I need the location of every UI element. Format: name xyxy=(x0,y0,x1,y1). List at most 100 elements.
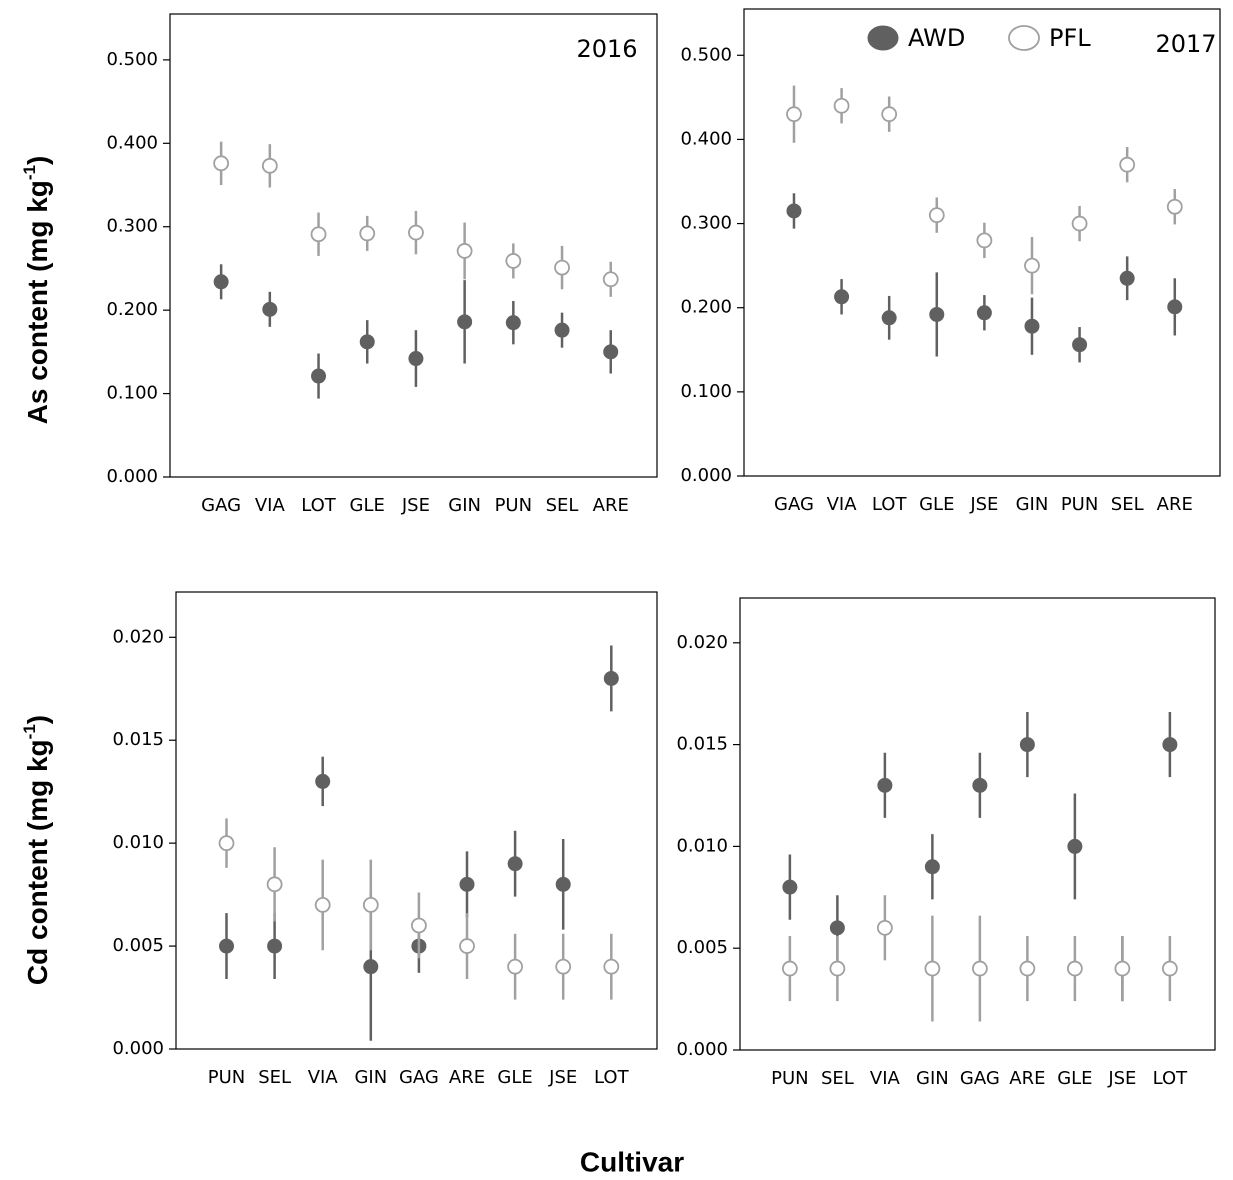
marker xyxy=(408,224,424,241)
y-tick-label: 0.100 xyxy=(680,381,732,402)
y-tick-label: 0.010 xyxy=(676,835,728,856)
marker xyxy=(603,670,619,686)
x-tick-label: GIN xyxy=(1016,494,1049,515)
marker xyxy=(555,958,572,975)
marker xyxy=(505,253,522,269)
marker xyxy=(1072,337,1088,353)
x-tick-label: ARE xyxy=(449,1067,485,1088)
marker xyxy=(261,157,278,174)
x-tick-label: VIA xyxy=(870,1068,901,1089)
plot-frame xyxy=(169,13,658,478)
marker xyxy=(929,306,945,322)
legend-label: PFL xyxy=(1049,24,1091,52)
y-tick-label: 0.000 xyxy=(676,1039,728,1060)
marker xyxy=(924,859,940,875)
x-tick-label: GIN xyxy=(448,495,481,516)
marker xyxy=(1161,960,1178,977)
marker xyxy=(1162,737,1178,753)
x-tick-label: LOT xyxy=(594,1067,630,1088)
marker xyxy=(1019,737,1035,753)
marker xyxy=(262,301,278,317)
marker xyxy=(1119,156,1136,173)
y-axis-title-part: As content (mg kg xyxy=(22,180,53,424)
marker xyxy=(924,960,941,977)
marker xyxy=(786,106,802,123)
x-tick-label: SEL xyxy=(546,495,579,516)
x-tick-label: GIN xyxy=(354,1067,387,1088)
marker xyxy=(972,777,988,793)
y-tick-label: 0.020 xyxy=(112,626,164,647)
marker xyxy=(315,773,331,789)
y-axis-title-part: ) xyxy=(22,715,53,724)
marker xyxy=(603,344,619,360)
marker xyxy=(554,322,570,338)
x-tick-label: GAG xyxy=(960,1068,1000,1089)
marker xyxy=(311,368,327,384)
y-tick-label: 0.015 xyxy=(676,734,728,755)
x-tick-label: LOT xyxy=(1153,1068,1189,1089)
x-tick-label: SEL xyxy=(258,1067,291,1088)
marker xyxy=(459,876,475,892)
marker xyxy=(219,938,235,954)
x-tick-label: JSE xyxy=(401,495,430,516)
y-tick-label: 0.200 xyxy=(106,299,158,320)
marker xyxy=(976,305,992,321)
marker xyxy=(1024,318,1040,334)
marker xyxy=(971,960,988,977)
legend-marker xyxy=(867,25,899,51)
y-tick-label: 0.010 xyxy=(112,832,164,853)
marker xyxy=(1024,257,1040,274)
marker xyxy=(876,919,893,936)
marker xyxy=(359,334,375,350)
marker xyxy=(554,259,570,276)
marker xyxy=(1067,838,1083,854)
x-tick-label: LOT xyxy=(301,495,337,516)
marker xyxy=(459,938,475,954)
marker xyxy=(833,97,850,114)
x-tick-label: PUN xyxy=(208,1067,246,1088)
y-tick-label: 0.005 xyxy=(112,935,164,956)
y-tick-label: 0.005 xyxy=(676,937,728,958)
x-tick-label: VIA xyxy=(308,1067,339,1088)
x-tick-label: JSE xyxy=(1107,1068,1136,1089)
marker xyxy=(1019,960,1036,977)
marker xyxy=(555,876,571,892)
plot-frame xyxy=(743,8,1221,477)
marker xyxy=(218,835,235,852)
marker xyxy=(786,203,802,219)
annotation: 2016 xyxy=(576,35,637,63)
marker xyxy=(314,897,331,913)
y-tick-label: 0.300 xyxy=(106,216,158,237)
x-tick-label: ARE xyxy=(1157,494,1193,515)
marker xyxy=(411,917,427,934)
x-tick-label: GAG xyxy=(201,495,241,516)
y-axis-title-part: -1 xyxy=(20,724,39,739)
y-tick-label: 0.000 xyxy=(112,1038,164,1059)
x-tick-label: SEL xyxy=(821,1068,854,1089)
marker xyxy=(362,897,379,913)
marker xyxy=(408,351,424,367)
x-tick-label: LOT xyxy=(872,494,908,515)
marker xyxy=(267,938,283,954)
x-tick-label: PUN xyxy=(495,495,533,516)
marker xyxy=(1066,960,1083,977)
x-tick-label: PUN xyxy=(1061,494,1099,515)
x-tick-label: GIN xyxy=(916,1068,949,1089)
y-axis-title-part: -1 xyxy=(20,165,39,180)
marker xyxy=(781,960,798,977)
marker xyxy=(363,959,379,975)
marker xyxy=(881,310,897,326)
marker xyxy=(877,777,893,793)
annotation: 2017 xyxy=(1155,30,1216,58)
y-tick-label: 0.200 xyxy=(680,297,732,318)
marker xyxy=(782,879,798,895)
y-tick-label: 0.500 xyxy=(680,44,732,65)
marker xyxy=(213,274,229,290)
marker xyxy=(829,920,845,936)
marker xyxy=(1167,299,1183,315)
legend-label: AWD xyxy=(908,24,965,52)
x-tick-label: GLE xyxy=(497,1067,532,1088)
marker xyxy=(1166,198,1183,215)
